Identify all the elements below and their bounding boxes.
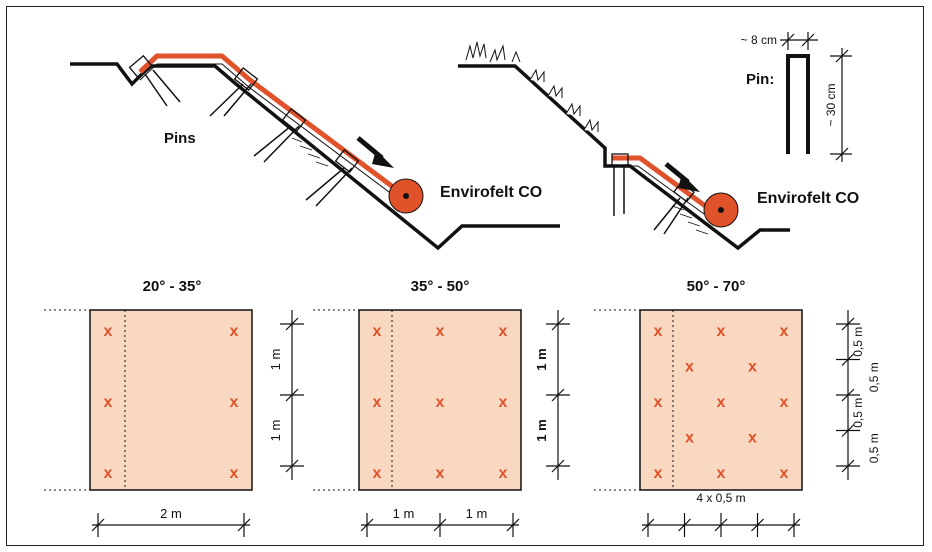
panel-title: 35° - 50° [411,278,470,295]
pin-mark: x [373,465,382,482]
side-dim-label: 0,5 m [867,433,881,463]
side-dim-label: 0,5 m [851,398,865,428]
panel-1: 20° - 35° x x x x x x 1 m 1 m 2 m [44,278,304,537]
side-dimension: 1 m 1 m [268,310,304,480]
pin-mark: x [436,465,445,482]
pin-mark: x [436,323,445,340]
roll-direction-arrow-right [664,162,700,192]
pin-mark: x [654,323,663,340]
bottom-dim-label: 2 m [160,506,182,521]
panel-2: 35° - 50° x x x x x x x x x 1 m 1 m 1 m 1 m [313,278,570,537]
pin-pattern-panels: 20° - 35° x x x x x x 1 m 1 m 2 m 35° - 50° x x x x x x x… [44,278,881,537]
pin-mark: x [436,394,445,411]
soil-hatch-left [291,137,329,167]
pin-width-dim: ~ 8 cm [741,33,777,47]
side-dim-label: 0,5 m [851,327,865,357]
felt-strip-left [138,53,407,205]
side-dim-label: 0,5 m [867,362,881,392]
panel-title: 20° - 35° [143,278,202,295]
slope-right: Envirofelt CO Pin: ~ 8 cm ~ 30 cm [458,32,859,251]
pin-mark: x [373,323,382,340]
bottom-dimension: 4 x 0,5 m [641,491,801,537]
pin-mark: x [104,465,113,482]
pins-label: Pins [164,130,196,147]
side-dimension: 1 m 1 m [534,310,570,480]
pin-detail: Pin: ~ 8 cm ~ 30 cm [741,32,852,162]
bottom-dim-label: 1 m [393,506,415,521]
pin-mark: x [499,465,508,482]
bottom-dimension: 1 m 1 m [360,506,520,537]
pin-mark: x [104,323,113,340]
pin-mark: x [230,394,239,411]
side-dimension: 0,5 m0,5 m0,5 m0,5 m [836,310,881,480]
pin-mark: x [717,323,726,340]
pin-mark: x [499,323,508,340]
pin-mark: x [685,430,694,447]
vegetation [465,41,599,132]
pin-mark: x [230,465,239,482]
felt-panel [89,309,253,491]
panel-title: 50° - 70° [687,278,746,295]
pin-mark: x [780,465,789,482]
side-dim-label: 1 m [268,349,283,371]
pin-height-dim: ~ 30 cm [824,83,838,126]
roll-direction-arrow-left [356,136,394,168]
pins-left [144,69,353,207]
pin-mark: x [780,323,789,340]
ground-profile-left [70,62,560,251]
pin-mark: x [717,394,726,411]
side-dim-label: 1 m [268,420,283,442]
felt-roll-right [703,192,739,228]
pin-mark: x [654,394,663,411]
felt-panel [358,309,522,491]
felt-roll-left [388,178,424,214]
pin-mark: x [654,465,663,482]
soil-hatch-right [671,205,709,235]
side-dim-label: 1 m [534,419,549,441]
product-label-left: Envirofelt CO [440,184,542,201]
slope-left: Pins Envirofelt CO [70,53,560,251]
pin-label: Pin: [746,71,774,88]
pins-right [613,166,689,235]
pin-mark: x [717,465,726,482]
pin-mark: x [748,359,757,376]
panel-3: 50° - 70°x x xx xx x xx xx x x0,5 m0,5 m0,5 m0,5… [594,278,881,537]
product-label-right: Envirofelt CO [757,190,859,207]
pin-mark: x [685,359,694,376]
pin-mark: x [780,394,789,411]
pin-mark: x [373,394,382,411]
bottom-dimension: 2 m [91,506,251,537]
felt-panel [639,309,803,491]
pin-mark: x [104,394,113,411]
pin-mark: x [230,323,239,340]
side-dim-label: 1 m [534,348,549,370]
pin-mark: x [748,430,757,447]
felt-strip-right [612,155,710,211]
pin-mark: x [499,394,508,411]
bottom-dim-label: 1 m [466,506,488,521]
bottom-dim-label: 4 x 0,5 m [696,491,745,505]
